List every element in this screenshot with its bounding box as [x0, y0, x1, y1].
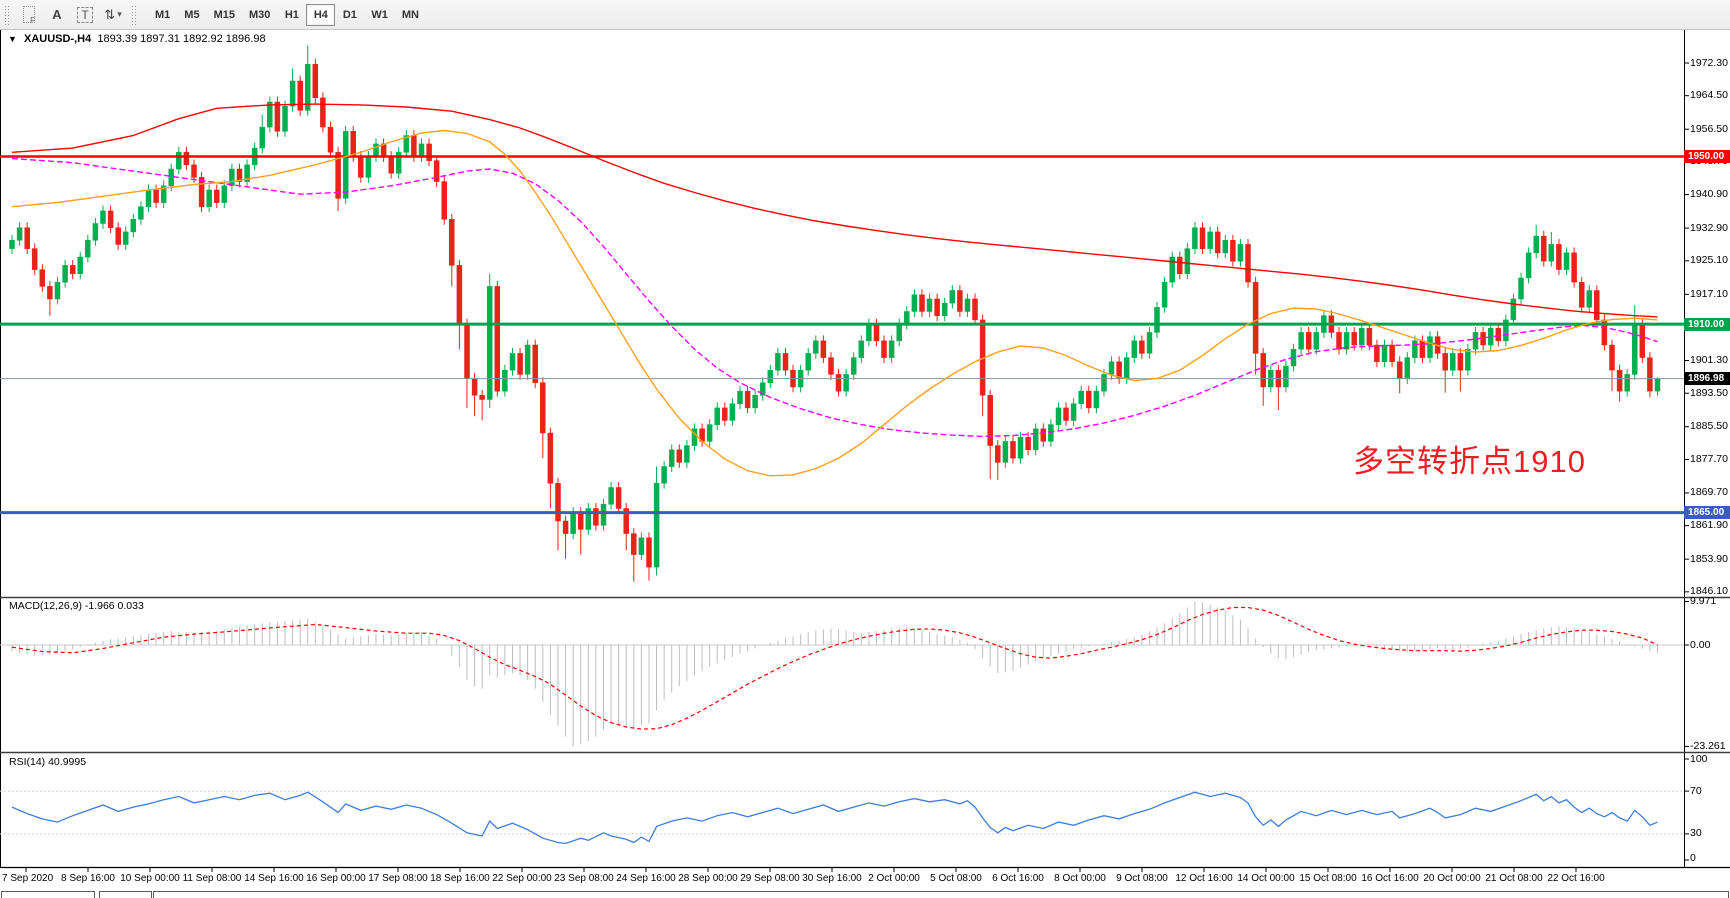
chart-title: ▼ XAUUSD-,H4 1893.39 1897.31 1892.92 189…	[8, 33, 266, 45]
time-axis-label: 16 Oct 16:00	[1361, 873, 1419, 884]
macd-label: MACD(12,26,9) -1.966 0.033	[9, 600, 144, 612]
price-axis-label: 1972.30	[1690, 56, 1728, 69]
time-axis-label: 6 Oct 16:00	[992, 873, 1044, 884]
macd-axis-label: 9.971	[1690, 595, 1717, 608]
tf-button-h1[interactable]: H1	[277, 4, 306, 26]
ma-slow-line	[11, 103, 1658, 318]
price-axis-label: 1932.90	[1690, 221, 1728, 234]
macd-axis-label: 0.00	[1690, 638, 1711, 651]
candles-layer	[9, 64, 1661, 568]
price-axis-label: 1964.50	[1690, 89, 1728, 102]
candle-wicks-layer	[11, 45, 1659, 582]
time-axis-label: 11 Sep 08:00	[182, 873, 242, 884]
chart-tab[interactable]	[1, 891, 95, 898]
price-axis-label: 1861.90	[1690, 519, 1728, 532]
toolbar-grip-handle[interactable]	[4, 4, 11, 25]
price-axis-label: 1885.50	[1690, 420, 1728, 433]
time-axis-label: 14 Oct 00:00	[1237, 873, 1295, 884]
rsi-axis-label: 100	[1690, 752, 1708, 765]
symbol-label: XAUUSD-,H4	[23, 33, 92, 45]
arrows-glyph: ⇅	[104, 6, 116, 22]
tf-button-m30[interactable]: M30	[242, 4, 277, 26]
ma-fast-line	[11, 129, 1658, 477]
tf-button-h4-active[interactable]: H4	[306, 3, 336, 26]
time-axis-label: 17 Sep 08:00	[368, 873, 428, 884]
price-axis-label: 1917.10	[1690, 287, 1728, 300]
time-axis-label: 16 Sep 00:00	[306, 873, 366, 884]
pane-borders	[0, 30, 1730, 869]
price-axis-label: 1940.90	[1690, 188, 1728, 201]
time-axis-label: 5 Oct 08:00	[930, 873, 982, 884]
text-tool-label: A	[52, 7, 62, 22]
level-price-badge: 1950.00	[1684, 149, 1730, 163]
tf-button-m15[interactable]: M15	[207, 4, 242, 26]
macd-pane	[0, 601, 1684, 747]
time-axis-label: 24 Sep 16:00	[616, 873, 676, 884]
price-axis-label: 1893.50	[1690, 386, 1728, 399]
toolbar: F A T ⇅ ▾ M1 M5 M15 M30 H1 H4 D1 W1 MN	[0, 0, 1730, 30]
ma-mid-line	[11, 157, 1658, 438]
textbox-tool-label: T	[77, 6, 93, 23]
time-axis-label: 29 Sep 08:00	[740, 873, 800, 884]
snap-grid-label: F	[30, 16, 35, 25]
rsi-axis-label: 0	[1690, 852, 1696, 864]
text-tool-icon[interactable]: A	[44, 3, 70, 27]
price-axis-label: 1877.70	[1690, 452, 1728, 465]
time-axis-label: 2 Oct 00:00	[868, 873, 920, 884]
snap-grid-icon[interactable]: F	[16, 3, 42, 27]
collapse-triangle-icon[interactable]: ▼	[8, 34, 17, 44]
time-axis-label: 8 Oct 00:00	[1054, 873, 1106, 884]
rsi-axis-label: 70	[1690, 784, 1702, 797]
time-axis-label: 22 Sep 00:00	[492, 873, 552, 884]
textbox-tool-icon[interactable]: T	[72, 3, 98, 27]
time-axis-label: 8 Sep 16:00	[61, 873, 115, 884]
time-axis-label: 18 Sep 16:00	[430, 873, 490, 884]
rsi-label: RSI(14) 40.9995	[9, 756, 87, 768]
time-axis-label: 10 Sep 00:00	[120, 873, 180, 884]
time-axis-label: 12 Oct 16:00	[1175, 873, 1233, 884]
tf-button-m1[interactable]: M1	[148, 4, 177, 26]
time-axis-label: 7 Sep 2020	[2, 873, 54, 884]
time-axis-label: 20 Oct 00:00	[1423, 873, 1481, 884]
tf-button-mn[interactable]: MN	[395, 4, 426, 26]
price-axis-label: 1901.30	[1690, 354, 1728, 367]
axis-ticks	[25, 62, 1689, 872]
rsi-axis-label: 30	[1690, 827, 1702, 840]
time-axis-label: 14 Sep 16:00	[244, 873, 304, 884]
level-price-badge: 1865.00	[1684, 506, 1730, 520]
time-axis-label: 9 Oct 08:00	[1116, 873, 1168, 884]
macd-axis-label: -23.261	[1690, 739, 1726, 752]
price-axis-label: 1925.10	[1690, 254, 1728, 267]
level-price-badge: 1910.00	[1684, 317, 1730, 331]
time-axis-label: 21 Oct 08:00	[1485, 873, 1543, 884]
tf-button-w1[interactable]: W1	[364, 4, 395, 26]
chart-annotation-text: 多空转折点1910	[1353, 444, 1586, 479]
timeframe-group: M1 M5 M15 M30 H1 H4 D1 W1 MN	[148, 3, 426, 26]
price-axis-label: 1846.10	[1690, 585, 1728, 598]
dropdown-caret-icon: ▾	[117, 9, 122, 19]
time-axis-label: 22 Oct 16:00	[1547, 873, 1605, 884]
time-axis-label: 28 Sep 00:00	[678, 873, 738, 884]
ohlc-values: 1893.39 1897.31 1892.92 1896.98	[97, 33, 266, 45]
bid-price-badge: 1896.98	[1684, 372, 1730, 386]
chart-tab[interactable]	[99, 891, 152, 898]
time-axis-label: 23 Sep 08:00	[554, 873, 614, 884]
price-axis-label: 1956.50	[1690, 122, 1728, 135]
tf-button-m5[interactable]: M5	[177, 4, 206, 26]
chart-tab[interactable]	[153, 891, 1729, 898]
level-lines	[0, 155, 1684, 515]
price-axis-label: 1853.90	[1690, 552, 1728, 565]
time-axis-label: 15 Oct 08:00	[1299, 873, 1357, 884]
toolbar-grip-handle-2[interactable]	[131, 4, 138, 25]
arrows-tool-icon[interactable]: ⇅ ▾	[100, 3, 126, 27]
price-axis-label: 1869.70	[1690, 486, 1728, 499]
tf-button-d1[interactable]: D1	[335, 4, 364, 26]
rsi-pane	[0, 790, 1684, 845]
time-axis-label: 30 Sep 16:00	[802, 873, 862, 884]
